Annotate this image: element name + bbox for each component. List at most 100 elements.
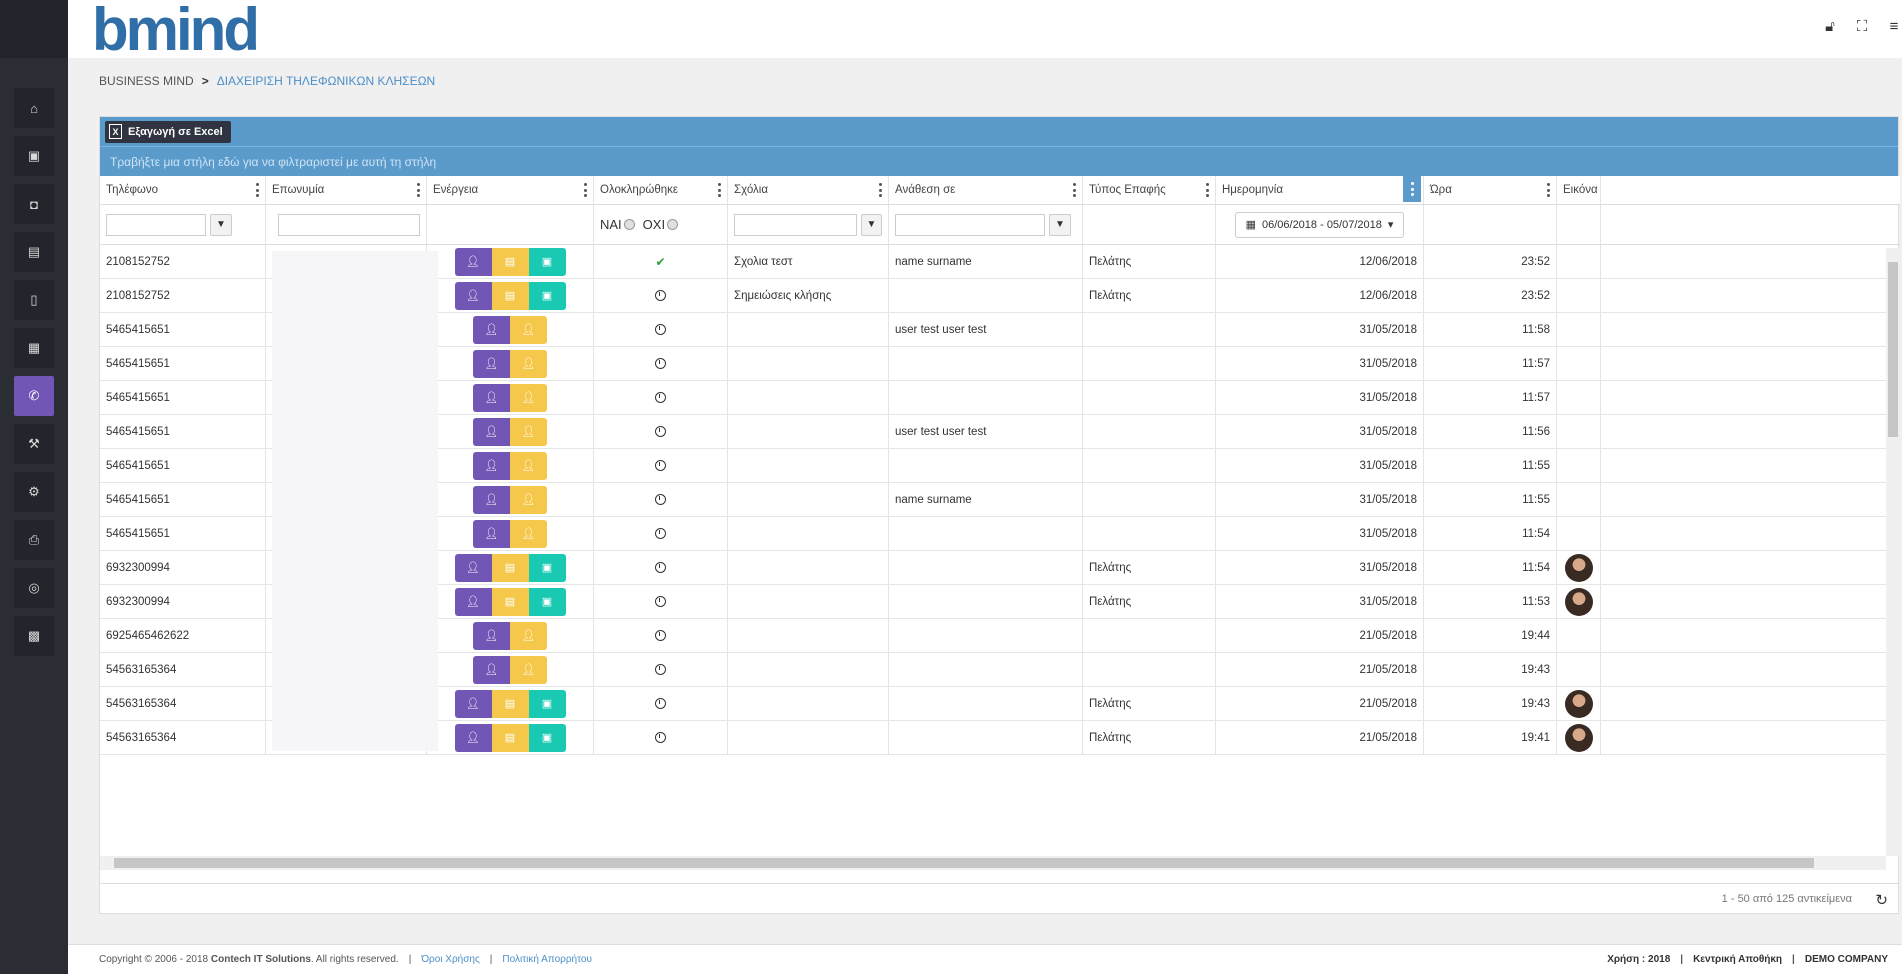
table-row[interactable]: 5465415651 👤︎ 👤︎ 31/05/2018 11:54 bbox=[100, 517, 1900, 551]
refresh-icon[interactable]: ↻ bbox=[1875, 892, 1888, 909]
notes-button[interactable]: ▤ bbox=[491, 689, 529, 718]
table-row[interactable]: 54563165364 👤︎ 👤︎ 21/05/2018 19:43 bbox=[100, 653, 1900, 687]
header-col-date[interactable]: Ημερομηνία bbox=[1216, 176, 1424, 204]
table-row[interactable]: 5465415651 👤︎ 👤︎ 31/05/2018 11:57 bbox=[100, 381, 1900, 415]
contact-button[interactable]: 👤︎ bbox=[454, 587, 492, 616]
header-col-type[interactable]: Τύπος Επαφής bbox=[1083, 176, 1216, 204]
user-button[interactable]: 👤︎ bbox=[510, 349, 547, 378]
name-filter-input[interactable] bbox=[278, 213, 420, 236]
column-menu-icon[interactable] bbox=[1206, 183, 1209, 197]
table-row[interactable]: 5465415651 👤︎ 👤︎ user test user test 31/05/2… bbox=[100, 313, 1900, 347]
header-col-image[interactable]: Εικόνα bbox=[1557, 176, 1601, 204]
header-col-comments[interactable]: Σχόλια bbox=[728, 176, 889, 204]
breadcrumb-root[interactable]: BUSINESS MIND bbox=[99, 74, 194, 88]
column-menu-icon[interactable] bbox=[1073, 183, 1076, 197]
header-col-assigned[interactable]: Ανάθεση σε bbox=[889, 176, 1083, 204]
date-range-picker[interactable]: ▦ 06/06/2018 - 05/07/2018 ▾ bbox=[1234, 211, 1405, 238]
contact-button[interactable]: 👤︎ bbox=[473, 417, 510, 446]
column-menu-icon[interactable] bbox=[1547, 183, 1550, 197]
notes-button[interactable]: ▤ bbox=[491, 281, 529, 310]
header-col-done[interactable]: Ολοκληρώθηκε bbox=[594, 176, 728, 204]
contact-button[interactable]: 👤︎ bbox=[454, 553, 492, 582]
document-button[interactable]: ▣ bbox=[528, 689, 566, 718]
header-col-time[interactable]: Ώρα bbox=[1424, 176, 1557, 204]
terms-link[interactable]: Όροι Χρήσης bbox=[421, 954, 480, 965]
contact-button[interactable]: 👤︎ bbox=[454, 689, 492, 718]
document-button[interactable]: ▣ bbox=[528, 723, 566, 752]
menu-icon[interactable]: ≡ bbox=[1889, 18, 1899, 35]
privacy-link[interactable]: Πολιτική Απορρήτου bbox=[502, 954, 592, 965]
column-menu-icon[interactable] bbox=[718, 183, 721, 197]
logo[interactable]: bmind bbox=[92, 0, 292, 54]
contact-button[interactable]: 👤︎ bbox=[473, 451, 510, 480]
user-button[interactable]: 👤︎ bbox=[510, 621, 547, 650]
table-row[interactable]: 5465415651 👤︎ 👤︎ name surname 31/05/2018 11:5… bbox=[100, 483, 1900, 517]
document-button[interactable]: ▣ bbox=[528, 553, 566, 582]
home-icon[interactable]: ⌂ bbox=[14, 88, 54, 128]
contact-button[interactable]: 👤︎ bbox=[473, 621, 510, 650]
document-button[interactable]: ▣ bbox=[528, 247, 566, 276]
table-row[interactable]: 6925465462622 👤︎ 👤︎ 21/05/2018 19:44 bbox=[100, 619, 1900, 653]
column-menu-icon[interactable] bbox=[879, 183, 882, 197]
header-col-phone[interactable]: Τηλέφωνο bbox=[100, 176, 266, 204]
user-button[interactable]: 👤︎ bbox=[510, 451, 547, 480]
notes-button[interactable]: ▤ bbox=[491, 587, 529, 616]
contact-button[interactable]: 👤︎ bbox=[454, 247, 492, 276]
contacts-icon[interactable]: ▣ bbox=[14, 136, 54, 176]
notes-button[interactable]: ▤ bbox=[491, 247, 529, 276]
user-button[interactable]: 👤︎ bbox=[510, 417, 547, 446]
archive-icon[interactable]: ▤ bbox=[14, 232, 54, 272]
contact-button[interactable]: 👤︎ bbox=[454, 281, 492, 310]
contact-button[interactable]: 👤︎ bbox=[473, 315, 510, 344]
briefcase-icon[interactable]: ▩ bbox=[14, 616, 54, 656]
table-row[interactable]: 5465415651 👤︎ 👤︎ 31/05/2018 11:55 bbox=[100, 449, 1900, 483]
user-button[interactable]: 👤︎ bbox=[510, 655, 547, 684]
filter-icon[interactable]: ▼ bbox=[860, 213, 882, 236]
notes-button[interactable]: ▤ bbox=[491, 723, 529, 752]
phone-icon[interactable]: ✆ bbox=[14, 376, 54, 416]
group-drop-area[interactable]: Τραβήξτε μια στήλη εδώ για να φιλτραριστ… bbox=[100, 146, 1898, 176]
column-menu-icon[interactable] bbox=[1403, 176, 1421, 202]
document-button[interactable]: ▣ bbox=[528, 587, 566, 616]
contact-button[interactable]: 👤︎ bbox=[473, 485, 510, 514]
table-row[interactable]: 2108152752ΠΑΠΑΔΑΚΗ ΜΑΡΙΑ👤︎▤▣✔Σχολια τεστ… bbox=[100, 245, 1900, 279]
table-row[interactable]: 54563165364ΚΑΡΑΝΙΚΗΣ👤︎▤▣Πελάτης21/05/201… bbox=[100, 687, 1900, 721]
column-menu-icon[interactable] bbox=[256, 183, 259, 197]
contact-button[interactable]: 👤︎ bbox=[473, 519, 510, 548]
yes-radio[interactable] bbox=[623, 219, 635, 230]
user-button[interactable]: 👤︎ bbox=[510, 315, 547, 344]
table-row[interactable]: 5465415651 👤︎ 👤︎ 31/05/2018 11:57 bbox=[100, 347, 1900, 381]
notes-button[interactable]: ▤ bbox=[491, 553, 529, 582]
contact-button[interactable]: 👤︎ bbox=[454, 723, 492, 752]
document-icon[interactable]: ▯ bbox=[14, 280, 54, 320]
filter-icon[interactable]: ▼ bbox=[1049, 213, 1071, 236]
filter-icon[interactable]: ▼ bbox=[210, 213, 232, 236]
contact-button[interactable]: 👤︎ bbox=[473, 655, 510, 684]
col-phone-filter-input[interactable] bbox=[106, 213, 206, 236]
column-menu-icon[interactable] bbox=[417, 183, 420, 197]
print-icon[interactable]: ⎙ bbox=[14, 520, 54, 560]
vertical-scrollbar[interactable] bbox=[1886, 248, 1900, 856]
user-button[interactable]: 👤︎ bbox=[510, 519, 547, 548]
no-radio[interactable] bbox=[667, 219, 679, 230]
column-menu-icon[interactable] bbox=[584, 183, 587, 197]
header-col-name[interactable]: Επωνυμία bbox=[266, 176, 427, 204]
contact-button[interactable]: 👤︎ bbox=[473, 349, 510, 378]
horizontal-scrollbar[interactable] bbox=[100, 856, 1886, 870]
calendar-icon[interactable]: ▦ bbox=[14, 328, 54, 368]
fullscreen-icon[interactable]: ⛶ bbox=[1856, 18, 1868, 35]
user-button[interactable]: 👤︎ bbox=[510, 383, 547, 412]
export-excel-button[interactable]: X Εξαγωγή σε Excel bbox=[105, 120, 231, 143]
contact-button[interactable]: 👤︎ bbox=[473, 383, 510, 412]
table-row[interactable]: 5465415651 👤︎ 👤︎ user test user test 31/05/2… bbox=[100, 415, 1900, 449]
lock-icon[interactable]: 🔓︎ bbox=[1825, 18, 1835, 35]
address-book-icon[interactable]: ◘ bbox=[14, 184, 54, 224]
gear-icon[interactable]: ⚙ bbox=[14, 472, 54, 512]
support-icon[interactable]: ◎ bbox=[14, 568, 54, 608]
user-button[interactable]: 👤︎ bbox=[510, 485, 547, 514]
header-col-action[interactable]: Ενέργεια bbox=[427, 176, 594, 204]
document-button[interactable]: ▣ bbox=[528, 281, 566, 310]
col-assigned-filter-input[interactable] bbox=[895, 213, 1045, 236]
wrench-icon[interactable]: ⚒ bbox=[14, 424, 54, 464]
col-comments-filter-input[interactable] bbox=[734, 213, 857, 236]
